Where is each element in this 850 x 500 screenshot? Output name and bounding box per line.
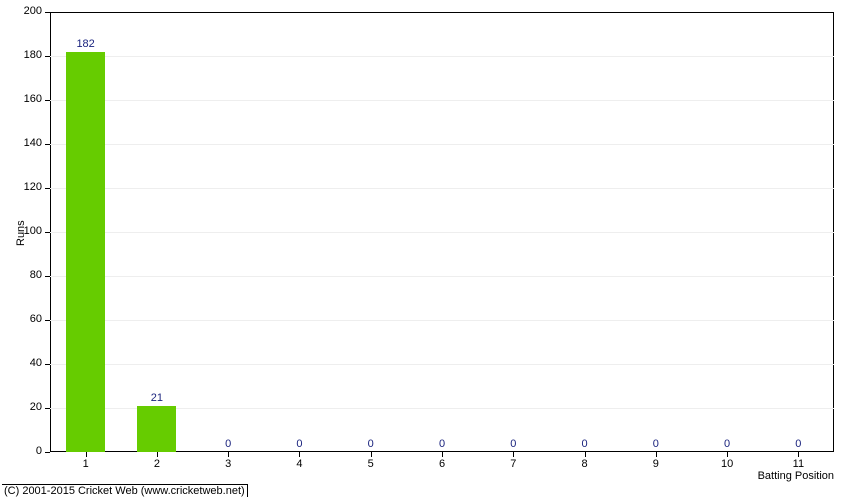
- x-tick-label: 5: [356, 458, 386, 470]
- y-tick-label: 80: [10, 269, 42, 281]
- bar-value-label: 0: [422, 438, 462, 450]
- y-tick-label: 100: [10, 225, 42, 237]
- bar-value-label: 0: [493, 438, 533, 450]
- x-tick-mark: [371, 452, 372, 457]
- y-tick-mark: [45, 56, 50, 57]
- x-tick-label: 4: [284, 458, 314, 470]
- gridline: [50, 56, 834, 57]
- x-tick-mark: [727, 452, 728, 457]
- x-tick-mark: [442, 452, 443, 457]
- x-tick-mark: [798, 452, 799, 457]
- bar-value-label: 0: [208, 438, 248, 450]
- x-axis-title: Batting Position: [758, 470, 834, 482]
- x-tick-label: 7: [498, 458, 528, 470]
- y-tick-mark: [45, 408, 50, 409]
- y-tick-label: 160: [10, 93, 42, 105]
- bar: [137, 406, 176, 452]
- y-tick-label: 0: [10, 445, 42, 457]
- y-tick-mark: [45, 320, 50, 321]
- y-tick-mark: [45, 144, 50, 145]
- x-tick-label: 1: [71, 458, 101, 470]
- y-tick-label: 180: [10, 49, 42, 61]
- copyright-label: (C) 2001-2015 Cricket Web (www.cricketwe…: [2, 484, 248, 497]
- gridline: [50, 276, 834, 277]
- y-tick-label: 40: [10, 357, 42, 369]
- y-tick-mark: [45, 188, 50, 189]
- chart-container: Runs Batting Position (C) 2001-2015 Cric…: [0, 0, 850, 500]
- x-tick-label: 11: [783, 458, 813, 470]
- y-tick-mark: [45, 12, 50, 13]
- y-tick-mark: [45, 276, 50, 277]
- bar-value-label: 0: [565, 438, 605, 450]
- x-tick-label: 9: [641, 458, 671, 470]
- x-tick-mark: [585, 452, 586, 457]
- y-tick-label: 200: [10, 5, 42, 17]
- x-tick-mark: [157, 452, 158, 457]
- gridline: [50, 188, 834, 189]
- x-tick-label: 6: [427, 458, 457, 470]
- y-tick-label: 140: [10, 137, 42, 149]
- x-tick-label: 3: [213, 458, 243, 470]
- x-tick-mark: [86, 452, 87, 457]
- bar-value-label: 0: [707, 438, 747, 450]
- gridline: [50, 100, 834, 101]
- gridline: [50, 144, 834, 145]
- bar-value-label: 0: [636, 438, 676, 450]
- x-tick-mark: [299, 452, 300, 457]
- x-tick-label: 2: [142, 458, 172, 470]
- bar-value-label: 182: [66, 38, 106, 50]
- x-tick-label: 8: [570, 458, 600, 470]
- bar-value-label: 0: [351, 438, 391, 450]
- y-tick-mark: [45, 232, 50, 233]
- bar-value-label: 0: [778, 438, 818, 450]
- x-tick-label: 10: [712, 458, 742, 470]
- y-tick-label: 60: [10, 313, 42, 325]
- x-tick-mark: [513, 452, 514, 457]
- gridline: [50, 320, 834, 321]
- bar-value-label: 0: [279, 438, 319, 450]
- gridline: [50, 232, 834, 233]
- bar-value-label: 21: [137, 392, 177, 404]
- plot-area: [50, 12, 834, 452]
- y-tick-mark: [45, 364, 50, 365]
- y-tick-mark: [45, 100, 50, 101]
- y-tick-label: 20: [10, 401, 42, 413]
- bar: [66, 52, 105, 452]
- y-tick-mark: [45, 452, 50, 453]
- x-tick-mark: [656, 452, 657, 457]
- x-tick-mark: [228, 452, 229, 457]
- gridline: [50, 364, 834, 365]
- y-tick-label: 120: [10, 181, 42, 193]
